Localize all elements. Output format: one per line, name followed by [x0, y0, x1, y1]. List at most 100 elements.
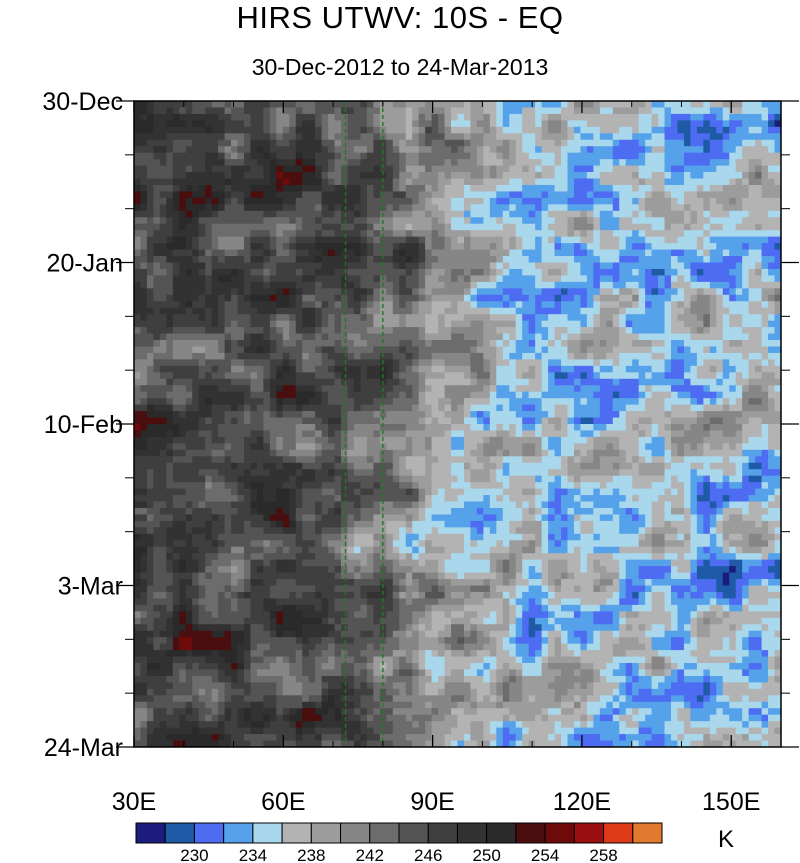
heat-cell — [321, 113, 329, 121]
heat-cell — [302, 372, 310, 380]
heat-cell — [528, 327, 536, 334]
heat-cell — [651, 365, 659, 373]
heat-cell — [748, 243, 756, 250]
heat-cell — [496, 172, 504, 179]
heat-cell — [476, 417, 484, 425]
heat-cell — [418, 230, 426, 238]
heat-cell — [729, 256, 737, 263]
heat-cell — [496, 204, 504, 212]
heat-cell — [541, 191, 549, 199]
heat-cell — [703, 372, 711, 380]
heat-cell — [451, 217, 458, 225]
heat-cell — [599, 146, 607, 154]
heat-cell — [444, 378, 452, 386]
heat-cell — [548, 152, 555, 160]
heat-cell — [315, 268, 323, 276]
heat-cell — [179, 378, 187, 386]
heat-cell — [638, 223, 646, 231]
heat-cell — [243, 385, 251, 393]
heat-cell — [418, 133, 426, 141]
heat-cell — [561, 327, 568, 334]
heat-cell — [360, 378, 368, 386]
heat-cell — [405, 120, 413, 128]
heat-cell — [250, 398, 258, 406]
heat-cell — [224, 236, 232, 244]
heat-cell — [353, 262, 361, 270]
heat-cell — [463, 327, 471, 334]
heat-cell — [696, 327, 704, 334]
heat-cell — [599, 281, 607, 289]
heat-cell — [580, 178, 588, 186]
heat-cell — [476, 288, 484, 296]
heat-cell — [347, 327, 355, 334]
heat-cell — [690, 301, 698, 309]
heat-cell — [315, 256, 323, 263]
heat-cell — [399, 210, 407, 218]
heat-cell — [308, 294, 316, 302]
heat-cell — [683, 217, 691, 225]
heat-cell — [658, 398, 665, 406]
heat-cell — [664, 133, 672, 141]
heat-cell — [696, 178, 704, 186]
heat-cell — [302, 378, 310, 386]
heat-cell — [748, 378, 756, 386]
heat-cell — [632, 172, 640, 179]
heat-cell — [425, 243, 433, 250]
heat-cell — [172, 417, 180, 425]
heat-cell — [703, 320, 711, 328]
heat-cell — [561, 281, 568, 289]
heat-cell — [489, 197, 497, 205]
heat-cell — [755, 275, 762, 283]
heat-cell — [192, 172, 200, 179]
heat-cell — [593, 256, 601, 263]
heat-cell — [438, 333, 445, 341]
heat-cell — [593, 152, 601, 160]
heat-cell — [146, 126, 154, 134]
heat-cell — [438, 417, 445, 425]
heat-cell — [315, 307, 323, 315]
heat-cell — [321, 398, 329, 406]
heat-cell — [140, 294, 148, 302]
heat-cell — [722, 120, 730, 128]
heat-cell — [328, 243, 335, 250]
heat-cell — [198, 288, 206, 296]
heat-cell — [755, 327, 762, 334]
heat-cell — [192, 365, 200, 373]
heat-cell — [489, 352, 497, 360]
heat-cell — [399, 372, 407, 380]
heat-cell — [748, 146, 756, 154]
heat-cell — [360, 159, 368, 166]
heat-cell — [192, 184, 200, 192]
heat-cell — [295, 113, 303, 121]
heat-cell — [554, 268, 562, 276]
heat-cell — [237, 223, 245, 231]
heat-cell — [243, 262, 251, 270]
heat-cell — [237, 301, 245, 309]
heat-cell — [289, 385, 297, 393]
heat-cell — [282, 165, 290, 173]
heat-cell — [470, 372, 478, 380]
heat-cell — [179, 288, 187, 296]
heat-cell — [716, 146, 724, 154]
heat-cell — [671, 126, 678, 134]
heat-cell — [373, 159, 381, 166]
heat-cell — [366, 223, 374, 231]
heat-cell — [159, 288, 167, 296]
heat-cell — [489, 236, 497, 244]
heat-cell — [696, 146, 704, 154]
heat-cell — [451, 210, 458, 218]
heat-cell — [599, 398, 607, 406]
heat-cell — [366, 210, 374, 218]
heat-cell — [645, 172, 652, 179]
heat-cell — [308, 391, 316, 399]
heat-cell — [470, 391, 478, 399]
heat-cell — [425, 385, 433, 393]
heat-cell — [586, 184, 594, 192]
heat-cell — [748, 107, 756, 115]
heat-cell — [379, 333, 387, 341]
heat-cell — [431, 113, 439, 121]
heat-cell — [250, 197, 258, 205]
heat-cell — [593, 191, 601, 199]
heat-cell — [768, 314, 775, 322]
heat-cell — [774, 230, 782, 238]
